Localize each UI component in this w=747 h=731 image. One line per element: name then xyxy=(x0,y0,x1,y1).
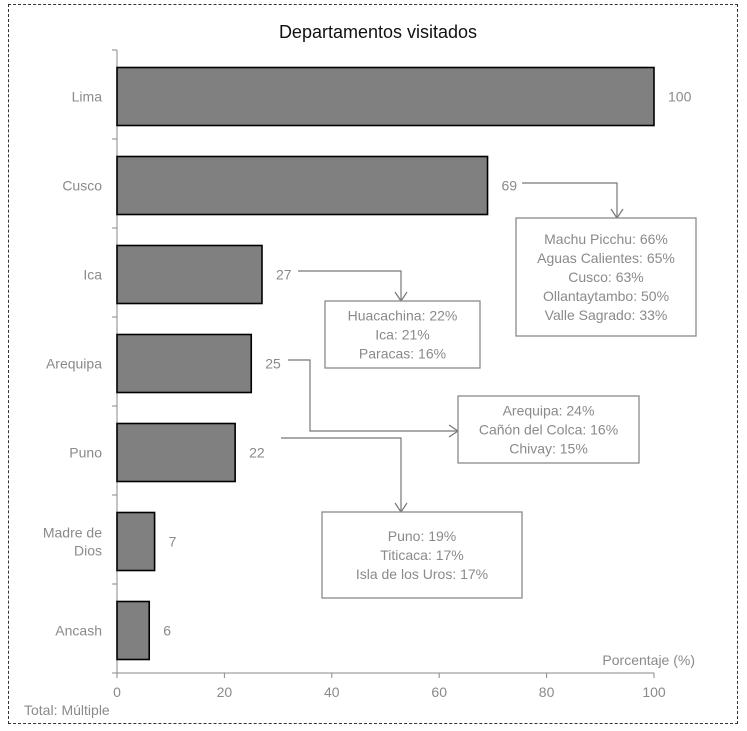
value-label: 25 xyxy=(265,356,281,372)
footer-sep: : xyxy=(54,702,58,718)
bar-arequipa xyxy=(116,333,253,394)
callout-line: Isla de los Uros: 17% xyxy=(356,566,488,582)
category-label-line: Ica xyxy=(83,267,102,283)
callout-cusco: Machu Picchu: 66% Aguas Calientes: 65% Cus… xyxy=(515,182,697,337)
callout-line: Arequipa: 24% xyxy=(503,403,595,419)
footer-total: Total: Múltiple xyxy=(24,702,110,718)
chart-frame xyxy=(8,4,738,724)
x-tick-label: 40 xyxy=(324,684,340,700)
callout-line: Chivay: 15% xyxy=(509,441,588,457)
category-label: Ica xyxy=(83,267,102,283)
bar-lima xyxy=(116,66,655,127)
category-label: Cusco xyxy=(62,178,102,194)
category-label: Puno xyxy=(69,445,102,461)
category-label-line: Madre de xyxy=(43,525,102,541)
callout-line: Valle Sagrado: 33% xyxy=(545,307,668,323)
callout-connector xyxy=(288,359,458,432)
callout-line: Paracas: 16% xyxy=(359,346,446,362)
callout-line: Ollantaytambo: 50% xyxy=(543,288,669,304)
category-label-line: Cusco xyxy=(62,178,102,194)
value-label: 7 xyxy=(169,534,177,550)
category-label: Ancash xyxy=(55,623,102,639)
callout-puno: Puno: 19% Titicaca: 17% Isla de los Uros: … xyxy=(281,437,523,599)
category-label: Madre de Dios xyxy=(43,525,102,559)
category-label-line: Dios xyxy=(74,543,102,559)
callout-line: Titicaca: 17% xyxy=(380,547,464,563)
value-label: 69 xyxy=(502,178,518,194)
value-label: 6 xyxy=(163,623,171,639)
callout-connector xyxy=(281,437,402,512)
footer-value: Múltiple xyxy=(61,702,109,718)
callout-line: Cañón del Colca: 16% xyxy=(479,422,618,438)
callout-box xyxy=(515,217,697,337)
x-tick-label: 60 xyxy=(431,684,447,700)
category-label-line: Lima xyxy=(72,89,103,105)
callout-line: Cusco: 63% xyxy=(568,269,643,285)
x-tick-label: 100 xyxy=(642,684,666,700)
category-label-line: Arequipa xyxy=(46,356,102,372)
callout-box xyxy=(324,300,481,369)
callout-ica: Huacachina: 22% Ica: 21% Paracas: 16% xyxy=(298,270,481,369)
callout-connector xyxy=(522,182,618,218)
footer-label: Total xyxy=(24,702,54,718)
category-label: Arequipa xyxy=(46,356,102,372)
bars: 100 Lima 69 Cusco 27 Ica 25 Arequipa 22 Puno 7 Madr… xyxy=(43,66,692,661)
annotations: Machu Picchu: 66% Aguas Calientes: 65% Cus… xyxy=(281,182,697,599)
value-label: 22 xyxy=(249,445,265,461)
callout-line: Machu Picchu: 66% xyxy=(544,231,668,247)
category-label: Lima xyxy=(72,89,103,105)
callout-line: Aguas Calientes: 65% xyxy=(537,250,675,266)
bar-madre-de-dios xyxy=(116,511,156,572)
bar-ica xyxy=(116,244,263,305)
callout-arequipa: Arequipa: 24% Cañón del Colca: 16% Chivay:… xyxy=(288,359,640,464)
category-label-line: Ancash xyxy=(55,623,102,639)
x-tick-label: 80 xyxy=(539,684,555,700)
bar-puno xyxy=(116,422,236,483)
callout-line: Ica: 21% xyxy=(375,327,429,343)
value-label: 27 xyxy=(276,267,292,283)
callout-line: Huacachina: 22% xyxy=(348,308,458,324)
chart-title: Departamentos visitados xyxy=(279,22,477,42)
callout-connector xyxy=(298,270,402,301)
bar-cusco xyxy=(116,155,489,216)
callout-line: Puno: 19% xyxy=(388,528,457,544)
x-tick-label: 20 xyxy=(217,684,233,700)
bar-ancash xyxy=(116,600,151,661)
callout-box xyxy=(457,395,640,464)
value-label: 100 xyxy=(668,89,692,105)
category-label-line: Puno xyxy=(69,445,102,461)
x-axis-label: Porcentaje (%) xyxy=(602,652,695,668)
x-tick-label: 0 xyxy=(113,684,121,700)
callout-box xyxy=(321,511,523,599)
